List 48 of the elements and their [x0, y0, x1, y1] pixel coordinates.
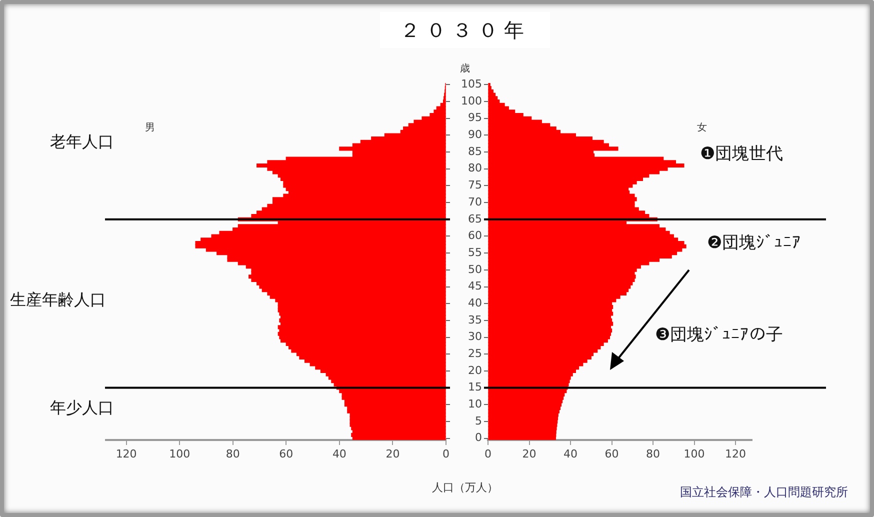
- y-tick-label: 30: [468, 330, 482, 344]
- y-tick-label: 0: [475, 431, 482, 444]
- text: 国立社会保障・人口問題研究所: [680, 484, 848, 501]
- x-tick-label: 0: [442, 447, 450, 460]
- y-tick-label: 25: [468, 346, 482, 360]
- y-tick-label: 15: [468, 380, 482, 394]
- x-tick-label: 60: [279, 447, 294, 460]
- annotation: 生産年齢人口: [10, 290, 106, 311]
- x-tick-label: 100: [684, 447, 705, 460]
- x-tick-label: 120: [725, 447, 746, 460]
- x-tick-label: 80: [226, 447, 240, 460]
- y-tick-label: 95: [468, 111, 482, 124]
- y-tick-label: 35: [468, 313, 482, 326]
- chart-title: ２０３０年: [380, 12, 550, 48]
- y-tick-label: 40: [468, 296, 482, 310]
- x-tick-label: 40: [332, 447, 346, 460]
- y-tick-label: 55: [468, 246, 482, 259]
- y-tick-label: 60: [468, 229, 482, 242]
- y-tick-label: 45: [468, 280, 482, 293]
- text: 男: [145, 122, 155, 134]
- y-tick-label: 80: [468, 162, 482, 175]
- x-tick-label: 0: [484, 447, 492, 460]
- text: 女: [697, 122, 707, 134]
- y-axis-title: 歳: [460, 62, 470, 75]
- y-tick-label: 105: [461, 78, 482, 91]
- y-tick-label: 10: [468, 397, 482, 410]
- y-tick-label: 85: [468, 144, 482, 158]
- y-tick-label: 75: [468, 178, 482, 192]
- y-tick-label: 90: [468, 128, 482, 142]
- x-axis-title: 人口（万人）: [431, 480, 499, 495]
- y-tick-label: 100: [461, 94, 482, 108]
- x-tick-label: 40: [564, 447, 578, 460]
- x-tick-label: 100: [169, 447, 190, 460]
- x-tick-label: 80: [646, 447, 660, 460]
- annotation: 年少人口: [50, 398, 114, 419]
- annotation: 老年人口: [50, 132, 114, 153]
- x-tick-label: 20: [386, 447, 400, 460]
- annotation: ❶団塊世代: [700, 143, 783, 165]
- annotation: ❷団塊ｼﾞｭﾆｱ: [707, 232, 801, 254]
- y-tick-label: 20: [468, 364, 482, 377]
- y-tick-label: 70: [468, 195, 482, 208]
- annotation: ❸団塊ｼﾞｭﾆｱの子: [655, 324, 783, 346]
- x-tick-label: 20: [522, 447, 536, 460]
- y-tick-label: 5: [475, 414, 482, 428]
- x-tick-label: 60: [604, 447, 619, 460]
- x-tick-label: 120: [116, 447, 137, 460]
- y-tick-label: 50: [468, 262, 482, 276]
- y-tick-label: 65: [468, 212, 482, 226]
